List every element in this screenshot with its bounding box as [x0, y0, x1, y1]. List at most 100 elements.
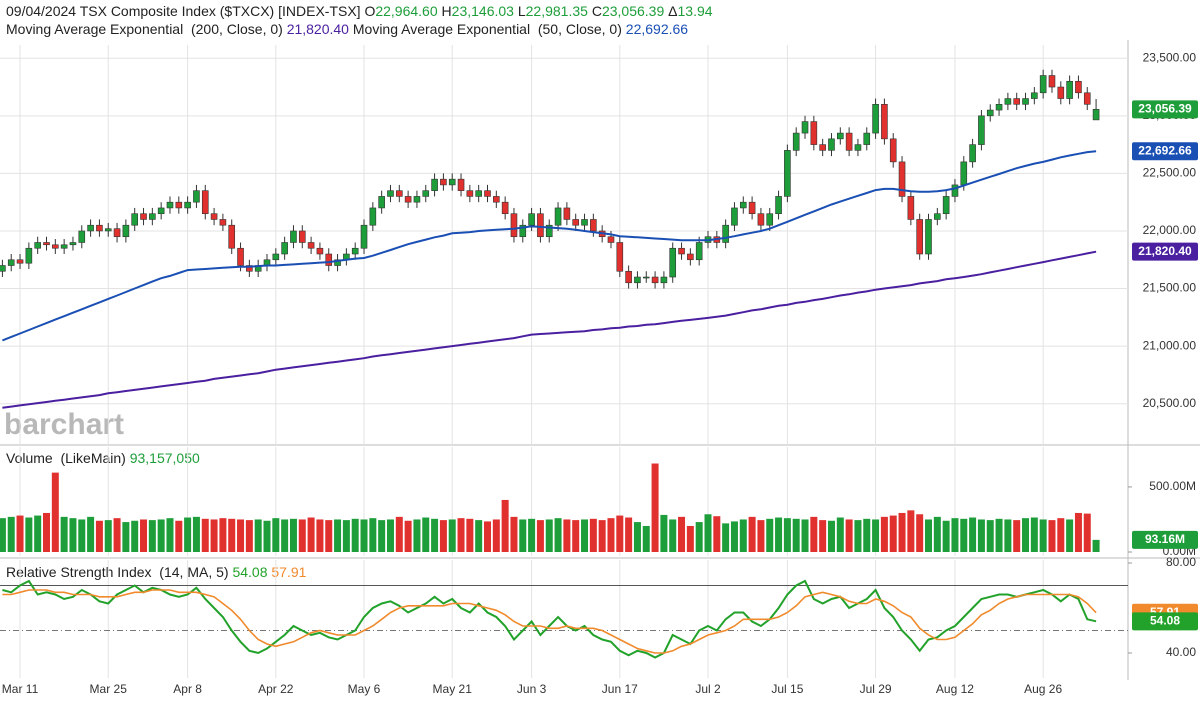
candle-body — [1092, 109, 1100, 121]
candle-body — [237, 247, 244, 266]
y-tick-label: 22,500.00 — [1143, 166, 1197, 180]
volume-bar — [554, 518, 562, 552]
legend-name: Moving Average Exponential (50, Close, 0… — [353, 21, 622, 37]
candle-body — [775, 196, 782, 214]
candle-body — [466, 190, 474, 197]
volume-bar — [572, 520, 580, 552]
x-tick-label: Aug 26 — [1024, 682, 1062, 696]
chart-title: 09/04/2024 TSX Composite Index ($TXCX) [… — [6, 3, 361, 19]
rsi-title: Relative Strength Index (14, MA, 5) 54.0… — [6, 564, 307, 580]
candle-body — [845, 132, 853, 151]
x-tick-label: Jul 29 — [860, 682, 892, 696]
candle-body — [440, 178, 447, 186]
volume-bar — [448, 519, 456, 552]
candle-body — [995, 104, 1003, 111]
candle-body — [1057, 86, 1065, 99]
y-tick-label: 21,500.00 — [1143, 281, 1197, 295]
volume-bar — [475, 520, 483, 552]
volume-bar — [880, 516, 888, 552]
candle-body — [986, 109, 994, 117]
candle-body — [766, 213, 774, 226]
volume-bar — [536, 520, 544, 552]
volume-bar — [87, 516, 95, 552]
volume-bar — [439, 520, 447, 552]
x-tick-label: Jul 2 — [695, 682, 721, 696]
candle-body — [78, 230, 86, 243]
ohlc-value: 23,146.03 — [452, 3, 514, 19]
x-tick-label: Jun 17 — [602, 682, 638, 696]
candle-body — [422, 190, 430, 197]
candle-body — [572, 219, 580, 226]
volume-bar — [669, 519, 677, 552]
volume-bar — [386, 519, 394, 552]
volume-bar — [1092, 539, 1100, 552]
volume-bar — [298, 519, 306, 552]
candle-body — [369, 207, 377, 226]
candle-body — [642, 276, 650, 279]
volume-badge-bg — [1132, 530, 1198, 549]
volume-bar — [16, 515, 24, 552]
volume-bar — [625, 517, 633, 552]
volume-bar — [34, 515, 42, 552]
x-tick-label: Jul 15 — [771, 682, 803, 696]
volume-bar — [863, 518, 871, 552]
candle-body — [184, 201, 191, 209]
ohlc-label: H — [442, 3, 452, 19]
candle-body — [298, 230, 306, 243]
candle-body — [281, 242, 288, 255]
watermark: barchart — [4, 408, 124, 441]
volume-bar — [501, 499, 509, 552]
candle-body — [1083, 92, 1091, 105]
volume-bar — [713, 516, 721, 552]
ohlc: O22,964.60 H23,146.03 L22,981.35 C23,056… — [364, 3, 712, 19]
volume-bar — [925, 519, 932, 552]
candle-body — [1004, 98, 1012, 105]
candle-body — [739, 201, 747, 209]
candle-body — [969, 144, 976, 163]
ema-badge-bg — [1132, 242, 1198, 261]
volume-bar — [819, 520, 827, 552]
candle-body — [978, 115, 985, 145]
candle-body — [1075, 80, 1082, 94]
volume-bar — [228, 518, 236, 552]
candle-body — [828, 138, 835, 151]
ohlc-value: 23,056.39 — [602, 3, 664, 19]
candle-body — [60, 244, 68, 249]
rsi-ma-line — [2, 589, 1097, 654]
candle-body — [228, 224, 236, 249]
volume-bar — [360, 519, 368, 552]
rsi-badge-bg — [1132, 612, 1198, 631]
candle-body — [510, 213, 518, 238]
candle-body — [25, 247, 33, 264]
volume-bar — [201, 518, 209, 552]
volume-bar — [122, 522, 130, 552]
volume-bar — [616, 515, 624, 552]
y-tick-label: 20,500.00 — [1143, 396, 1197, 410]
candle-body — [731, 207, 738, 226]
candle-body — [431, 178, 438, 191]
volume-bar — [872, 519, 880, 552]
volume-bar — [7, 516, 15, 552]
volume-bar — [95, 520, 103, 552]
ohlc-label: Δ — [668, 3, 677, 19]
x-tick-label: Apr 8 — [173, 682, 202, 696]
volume-bar — [369, 518, 377, 552]
volume-bar — [148, 520, 156, 552]
volume-bar — [722, 523, 730, 552]
candle-body — [404, 196, 412, 203]
volume-bar — [219, 518, 227, 552]
candle-body — [1022, 98, 1029, 105]
candle-body — [0, 265, 6, 272]
volume-bar — [810, 516, 818, 552]
x-tick-label: Apr 22 — [258, 682, 294, 696]
y-tick-label: 40.00 — [1166, 645, 1196, 659]
volume-bar — [466, 518, 474, 552]
volume-bar — [51, 472, 59, 552]
volume-bar — [210, 519, 218, 552]
candle-body — [52, 244, 59, 249]
candle-body — [484, 190, 491, 197]
volume-bar — [836, 517, 844, 552]
volume-bar — [792, 518, 800, 552]
legend-name: Moving Average Exponential (200, Close, … — [6, 21, 283, 37]
